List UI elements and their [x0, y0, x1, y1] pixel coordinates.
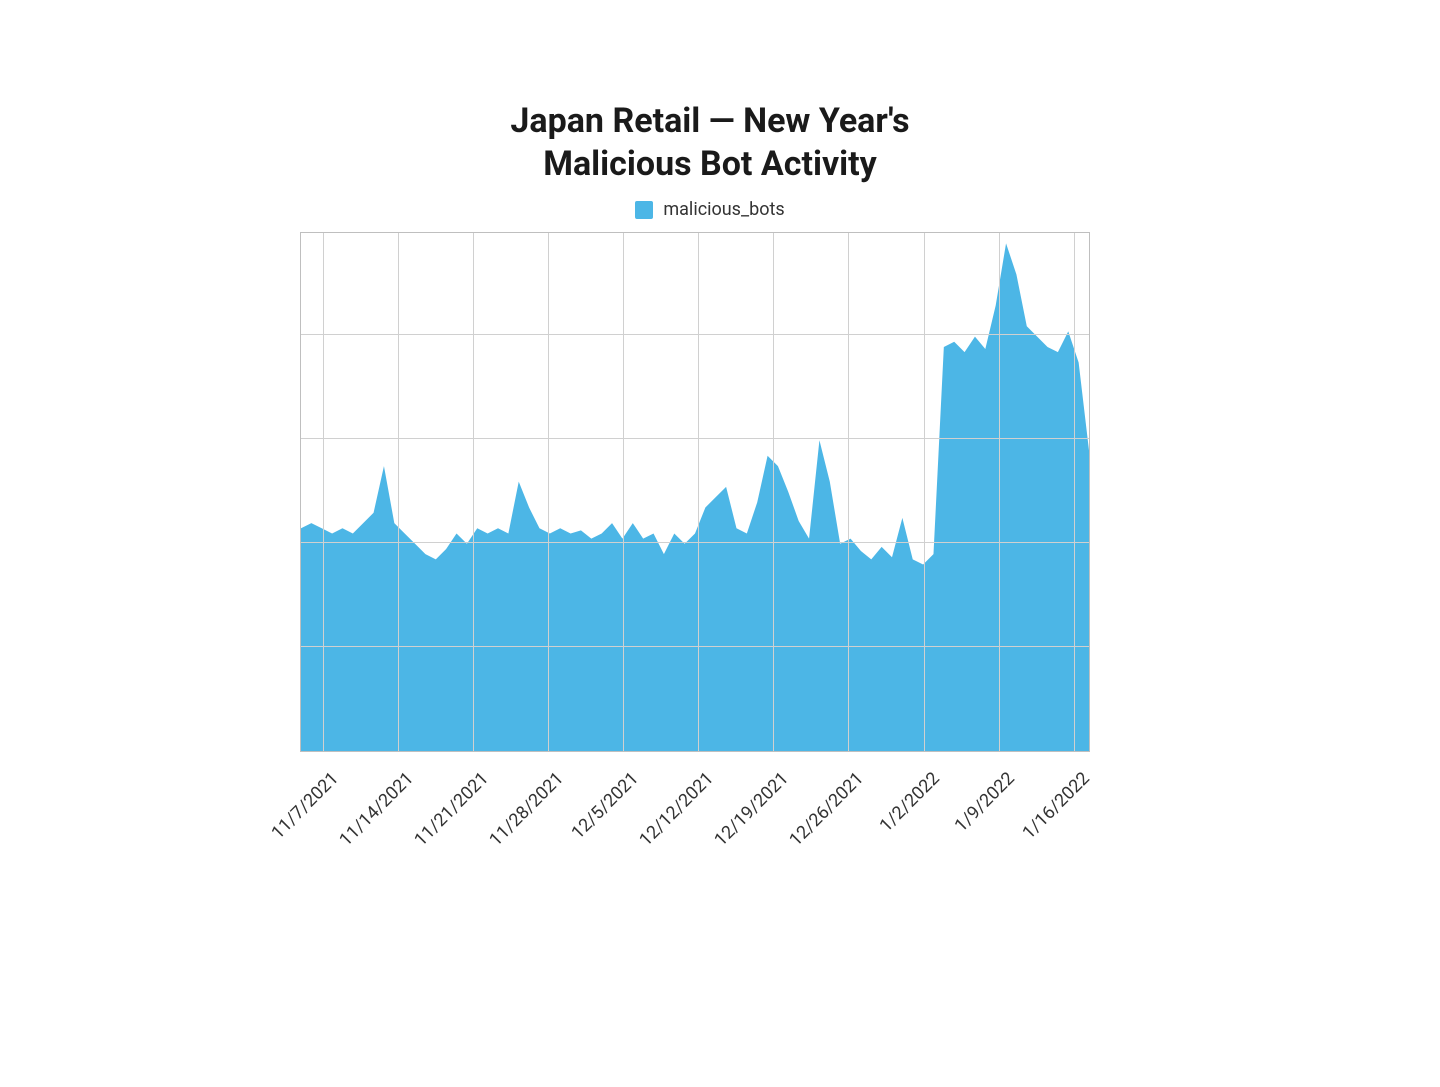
x-tick-label: 11/14/2021 [335, 768, 418, 851]
gridline-v [924, 233, 925, 751]
x-axis-ticks: 11/7/202111/14/202111/21/202111/28/20211… [300, 752, 1090, 872]
x-tick-label: 1/16/2022 [1018, 768, 1093, 843]
legend: malicious_bots [300, 199, 1120, 220]
x-tick-label: 1/2/2022 [875, 768, 943, 836]
chart-title-line1: Japan Retail — New Year's [510, 101, 909, 141]
gridline-v [623, 233, 624, 751]
gridline-h [301, 646, 1089, 647]
x-tick-label: 11/28/2021 [486, 768, 569, 851]
gridline-v [548, 233, 549, 751]
gridline-h [301, 542, 1089, 543]
gridline-v [698, 233, 699, 751]
x-tick-label: 12/5/2021 [568, 768, 643, 843]
area-fill [301, 233, 1089, 751]
area-path [301, 243, 1089, 751]
gridline-v [999, 233, 1000, 751]
gridline-v [323, 233, 324, 751]
x-tick-label: 12/12/2021 [636, 768, 719, 851]
gridline-h [301, 334, 1089, 335]
x-tick-label: 11/21/2021 [410, 768, 493, 851]
x-tick-label: 12/19/2021 [711, 768, 794, 851]
gridline-h [301, 438, 1089, 439]
gridline-v [473, 233, 474, 751]
chart-container: Japan Retail — New Year's Malicious Bot … [300, 100, 1120, 872]
legend-label: malicious_bots [663, 199, 784, 220]
gridline-v [398, 233, 399, 751]
gridline-v [848, 233, 849, 751]
x-tick-label: 1/9/2022 [950, 768, 1018, 836]
chart-title-line2: Malicious Bot Activity [543, 144, 877, 184]
gridline-v [1074, 233, 1075, 751]
x-tick-label: 11/7/2021 [268, 768, 343, 843]
plot-area [300, 232, 1090, 752]
gridline-v [773, 233, 774, 751]
chart-title: Japan Retail — New Year's Malicious Bot … [300, 100, 1120, 185]
x-tick-label: 12/26/2021 [786, 768, 869, 851]
legend-swatch [635, 201, 653, 219]
